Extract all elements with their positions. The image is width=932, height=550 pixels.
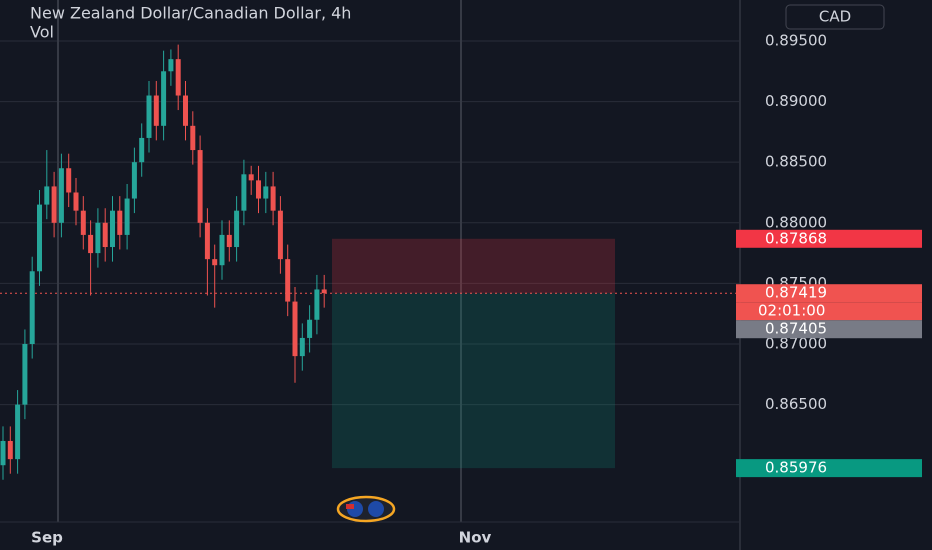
- price-tag-bg: [736, 284, 922, 303]
- candle-body: [168, 59, 174, 72]
- candle-body: [175, 59, 181, 96]
- y-tick-label: 0.89000: [765, 92, 827, 110]
- candle-body: [277, 210, 283, 260]
- candle-body: [131, 162, 137, 199]
- candle-body: [226, 234, 232, 248]
- price-tag-bg: [736, 459, 922, 478]
- y-tick-label: 0.86500: [765, 395, 827, 413]
- x-tick-label: Nov: [459, 529, 492, 547]
- candle-body: [190, 125, 196, 151]
- candle-body: [29, 271, 35, 344]
- candle-body: [146, 95, 152, 138]
- candle-body: [234, 210, 240, 248]
- candle-body: [256, 180, 261, 199]
- candle-body: [241, 174, 247, 211]
- candle-body: [110, 210, 115, 248]
- candle-body: [161, 71, 167, 126]
- flag-icon: [336, 495, 396, 523]
- grid: [0, 40, 740, 406]
- candle-body: [44, 186, 50, 205]
- price-tag: 02:01:00: [758, 302, 825, 320]
- stop-zone: [332, 238, 615, 294]
- price-tag: 0.85976: [765, 459, 827, 477]
- candle-body: [73, 192, 79, 211]
- price-tag: 0.87419: [765, 284, 827, 302]
- candle-body: [321, 289, 327, 294]
- candle-body: [22, 344, 28, 405]
- candle-body: [102, 222, 108, 248]
- candle-body: [58, 168, 64, 223]
- candle-body: [204, 222, 210, 260]
- candle-body: [263, 186, 269, 199]
- candle-body: [95, 222, 101, 254]
- candle-body: [88, 234, 94, 254]
- candle-body: [15, 404, 21, 460]
- price-tag: 0.87405: [765, 320, 827, 338]
- candle-body: [51, 186, 57, 223]
- candle-body: [307, 319, 313, 338]
- candle-body: [117, 210, 123, 235]
- candle-body: [285, 259, 291, 302]
- indicator-label: Vol: [30, 23, 54, 42]
- price-tag-bg: [736, 229, 922, 248]
- price-tag: 0.87868: [765, 229, 827, 247]
- candle-body: [124, 198, 130, 235]
- x-tick-label: Sep: [31, 529, 63, 547]
- chart-title: New Zealand Dollar/Canadian Dollar, 4h: [30, 4, 351, 23]
- target-zone: [332, 293, 615, 469]
- candles: [0, 44, 327, 480]
- position-tool: [0, 238, 740, 469]
- y-tick-label: 0.87000: [765, 335, 827, 353]
- currency-label[interactable]: CAD: [819, 8, 851, 26]
- candle-body: [314, 289, 320, 320]
- price-tag-bg: [736, 320, 922, 339]
- candle-body: [153, 95, 159, 126]
- candle-body: [139, 137, 145, 163]
- candle-body: [270, 186, 276, 211]
- candle-body: [299, 337, 305, 357]
- candle-body: [80, 210, 86, 235]
- y-tick-label: 0.88000: [765, 213, 827, 231]
- candle-body: [219, 234, 225, 266]
- candle-body: [0, 440, 6, 466]
- candle-body: [212, 259, 218, 266]
- candle-body: [183, 95, 188, 126]
- candle-body: [292, 301, 298, 357]
- y-tick-label: 0.88500: [765, 153, 827, 171]
- candle-body: [197, 150, 203, 223]
- currency-button[interactable]: [785, 4, 885, 30]
- candle-body: [66, 168, 72, 193]
- candle-body: [7, 440, 13, 460]
- y-tick-label: 0.89500: [765, 31, 827, 49]
- candle-body: [248, 174, 254, 181]
- candle-body: [37, 204, 42, 272]
- price-tag-bg: [736, 302, 922, 321]
